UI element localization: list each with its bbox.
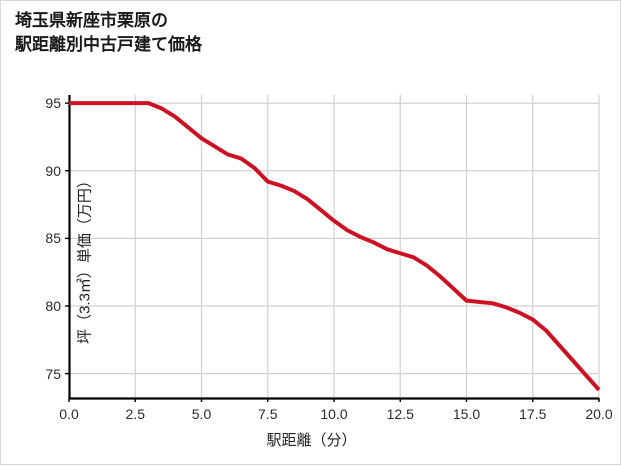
y-tick-label: 75: [45, 365, 61, 382]
price-line-series: [69, 101, 601, 392]
x-tick-label: 10.0: [320, 406, 348, 422]
y-tick-label: 80: [45, 298, 61, 315]
y-axis-label: 坪（3.3㎡）単価（万円）: [76, 173, 94, 344]
x-tick-label: 7.5: [258, 406, 278, 422]
x-tick-label: 5.0: [191, 406, 212, 422]
gridlines: [69, 95, 600, 398]
chart-title: 埼玉県新座市栗原の 駅距離別中古戸建て価格: [15, 11, 202, 54]
x-axis-label: 駅距離（分）: [266, 432, 357, 449]
y-tick-label: 85: [45, 230, 61, 247]
y-tick-label: 90: [45, 162, 61, 179]
x-tick-label: 17.5: [519, 406, 547, 422]
x-tick-label: 12.5: [386, 406, 414, 422]
axis-ticks: [65, 102, 600, 402]
x-tick-label: 15.0: [452, 406, 481, 422]
x-tick-label: 20.0: [585, 406, 613, 422]
x-tick-label: 2.5: [125, 406, 145, 422]
x-tick-label: 0.0: [59, 406, 79, 422]
y-tick-label: 95: [45, 95, 61, 112]
